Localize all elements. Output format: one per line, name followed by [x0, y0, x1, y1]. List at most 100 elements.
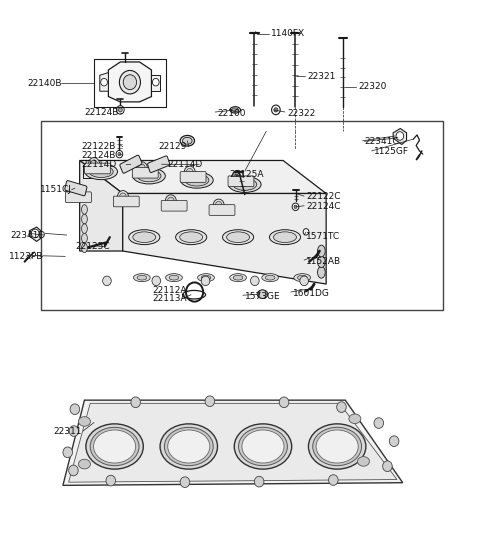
Ellipse shape — [168, 430, 210, 463]
Ellipse shape — [318, 256, 325, 268]
Ellipse shape — [160, 424, 217, 469]
Ellipse shape — [78, 459, 90, 469]
Ellipse shape — [133, 232, 156, 242]
Circle shape — [303, 229, 309, 235]
Text: 1140FX: 1140FX — [271, 29, 305, 38]
Circle shape — [72, 189, 78, 196]
Circle shape — [123, 75, 137, 90]
Ellipse shape — [180, 232, 203, 242]
Text: 1601DG: 1601DG — [293, 288, 330, 297]
Ellipse shape — [228, 176, 261, 192]
Text: 22341C: 22341C — [364, 137, 399, 146]
Ellipse shape — [85, 164, 118, 179]
Text: 22124B: 22124B — [81, 151, 116, 160]
Ellipse shape — [137, 170, 161, 182]
FancyBboxPatch shape — [180, 171, 206, 182]
Ellipse shape — [298, 275, 307, 280]
FancyBboxPatch shape — [147, 156, 170, 172]
Ellipse shape — [230, 273, 246, 281]
Polygon shape — [100, 73, 108, 91]
Text: 22114D: 22114D — [167, 160, 203, 169]
Ellipse shape — [94, 430, 136, 463]
Text: 22114D: 22114D — [81, 160, 116, 169]
Text: 22125A: 22125A — [229, 170, 264, 179]
Text: 1573GE: 1573GE — [245, 292, 280, 301]
Ellipse shape — [316, 430, 358, 463]
Circle shape — [374, 418, 384, 428]
FancyBboxPatch shape — [132, 167, 158, 178]
FancyBboxPatch shape — [65, 192, 91, 202]
Circle shape — [180, 477, 190, 488]
Ellipse shape — [89, 166, 113, 177]
Ellipse shape — [358, 457, 370, 466]
Ellipse shape — [78, 417, 90, 426]
Text: 1571TC: 1571TC — [306, 232, 340, 241]
Ellipse shape — [169, 275, 179, 280]
FancyBboxPatch shape — [209, 205, 235, 215]
Circle shape — [251, 276, 259, 286]
Circle shape — [116, 151, 123, 158]
Polygon shape — [393, 129, 407, 145]
Ellipse shape — [166, 273, 182, 281]
Ellipse shape — [262, 273, 278, 281]
Text: 22140B: 22140B — [27, 78, 61, 88]
Text: 22321: 22321 — [307, 72, 336, 81]
Circle shape — [70, 404, 80, 414]
Circle shape — [213, 199, 224, 211]
Ellipse shape — [223, 230, 253, 245]
Ellipse shape — [232, 108, 239, 112]
Circle shape — [153, 78, 159, 86]
Polygon shape — [80, 161, 326, 193]
Text: 22124B: 22124B — [84, 108, 119, 117]
Ellipse shape — [242, 430, 284, 463]
Polygon shape — [152, 75, 160, 91]
Polygon shape — [69, 403, 397, 482]
Ellipse shape — [164, 427, 213, 466]
Circle shape — [279, 397, 289, 407]
Circle shape — [165, 195, 176, 207]
Circle shape — [31, 229, 39, 238]
Circle shape — [139, 164, 145, 171]
Ellipse shape — [198, 273, 215, 281]
Circle shape — [259, 290, 266, 299]
Text: 22124C: 22124C — [306, 202, 340, 211]
Ellipse shape — [137, 275, 147, 280]
Text: 22341D: 22341D — [10, 231, 46, 240]
Circle shape — [152, 276, 160, 286]
Text: 1123PB: 1123PB — [9, 252, 44, 261]
Circle shape — [232, 170, 243, 183]
Circle shape — [254, 476, 264, 487]
Circle shape — [336, 402, 346, 412]
Ellipse shape — [180, 172, 213, 188]
Circle shape — [118, 191, 129, 203]
Text: 22100: 22100 — [217, 108, 246, 117]
Circle shape — [70, 186, 81, 199]
Circle shape — [118, 153, 121, 156]
Ellipse shape — [294, 273, 311, 281]
Ellipse shape — [234, 424, 292, 469]
Polygon shape — [29, 227, 41, 241]
Ellipse shape — [133, 168, 165, 184]
Circle shape — [88, 158, 99, 170]
Circle shape — [63, 447, 72, 458]
Text: 22125C: 22125C — [75, 242, 109, 252]
Text: 22311: 22311 — [53, 427, 82, 436]
Circle shape — [201, 276, 210, 286]
Ellipse shape — [82, 205, 87, 214]
Ellipse shape — [82, 243, 87, 253]
Circle shape — [101, 78, 108, 86]
Ellipse shape — [265, 275, 275, 280]
Ellipse shape — [185, 174, 209, 186]
Ellipse shape — [318, 245, 325, 257]
FancyBboxPatch shape — [120, 155, 142, 174]
Ellipse shape — [318, 266, 325, 278]
Ellipse shape — [182, 137, 192, 144]
Text: 22129: 22129 — [158, 142, 187, 151]
Circle shape — [106, 475, 116, 486]
Circle shape — [272, 105, 280, 115]
Circle shape — [186, 168, 193, 176]
Ellipse shape — [233, 275, 243, 280]
Ellipse shape — [201, 275, 211, 280]
Circle shape — [274, 108, 278, 112]
Ellipse shape — [269, 230, 300, 245]
